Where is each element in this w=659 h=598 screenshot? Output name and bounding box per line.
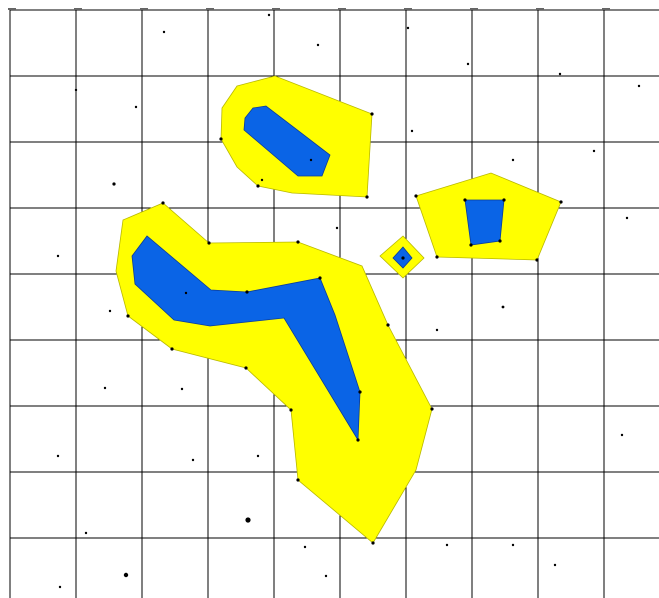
scatter-point (108, 309, 112, 313)
scatter-point (625, 216, 629, 220)
scatter-point (445, 543, 449, 547)
vertex-point (535, 258, 539, 262)
vertex-point (296, 478, 300, 482)
scatter-point (56, 454, 60, 458)
vertex-point (256, 184, 260, 188)
scatter-point (180, 387, 184, 391)
vertex-point (358, 390, 362, 394)
vertex-markers (126, 112, 563, 545)
vertex-point (365, 195, 369, 199)
scatter-point (558, 72, 562, 76)
scatter-point (162, 30, 166, 34)
scatter-point (435, 328, 439, 332)
scatter-point (316, 43, 320, 47)
vertex-point (289, 408, 293, 412)
top-tick-marks (8, 8, 610, 10)
scatter-point (260, 178, 264, 182)
vertex-point (296, 240, 300, 244)
scatter-point (410, 129, 414, 133)
scatter-point (501, 305, 505, 309)
scatter-point (553, 563, 557, 567)
scatter-point (511, 543, 515, 547)
vertex-point (318, 276, 322, 280)
vertex-point (207, 241, 211, 245)
vertex-point (244, 366, 248, 370)
vertex-point (559, 200, 563, 204)
vertex-point (245, 290, 249, 294)
tick-mark (8, 8, 16, 10)
vertex-point (170, 347, 174, 351)
tick-mark (272, 8, 280, 10)
vertex-point (219, 137, 223, 141)
scatter-point (309, 158, 313, 162)
vertex-point (435, 255, 439, 259)
vertex-point (386, 323, 390, 327)
vertex-point (502, 198, 506, 202)
tick-mark (206, 8, 214, 10)
scatter-point (112, 182, 116, 186)
scatter-point (56, 254, 60, 258)
scatter-point (335, 226, 339, 230)
scatter-point (620, 433, 624, 437)
vertex-point (126, 314, 130, 318)
scatter-point (245, 517, 251, 523)
scatter-point (134, 105, 138, 109)
region-north-inner[interactable] (243, 105, 331, 177)
vertex-point (356, 438, 360, 442)
scatter-point (191, 458, 195, 462)
vertex-point (463, 198, 467, 202)
scatter-point (267, 13, 271, 17)
vertex-point (371, 541, 375, 545)
scatter-point (303, 545, 307, 549)
tick-mark (140, 8, 148, 10)
scatter-point (592, 149, 596, 153)
vertex-point (161, 201, 165, 205)
vertex-point (370, 112, 374, 116)
scatter-point (256, 454, 260, 458)
scatter-points (56, 13, 641, 589)
scatter-point (123, 572, 129, 578)
vertex-point (498, 239, 502, 243)
scatter-point (406, 26, 410, 30)
scatter-point (58, 585, 62, 589)
vertex-point (414, 194, 418, 198)
region-north[interactable] (220, 75, 373, 198)
tick-mark (338, 8, 346, 10)
scatter-point (324, 574, 328, 578)
scatter-point (466, 62, 470, 66)
region-east-pentagon[interactable] (415, 172, 562, 261)
vertex-point (469, 243, 473, 247)
tick-mark (470, 8, 478, 10)
vertex-point (430, 407, 434, 411)
tick-mark (74, 8, 82, 10)
scatter-point (84, 531, 88, 535)
scatter-point (511, 158, 515, 162)
scatter-point (637, 84, 641, 88)
scatter-point (103, 386, 107, 390)
vertex-point (401, 256, 405, 260)
tick-mark (602, 8, 610, 10)
scatter-point (74, 88, 78, 92)
region-east-inner[interactable] (464, 199, 505, 246)
tick-mark (536, 8, 544, 10)
tick-mark (404, 8, 412, 10)
scatter-point (184, 291, 188, 295)
